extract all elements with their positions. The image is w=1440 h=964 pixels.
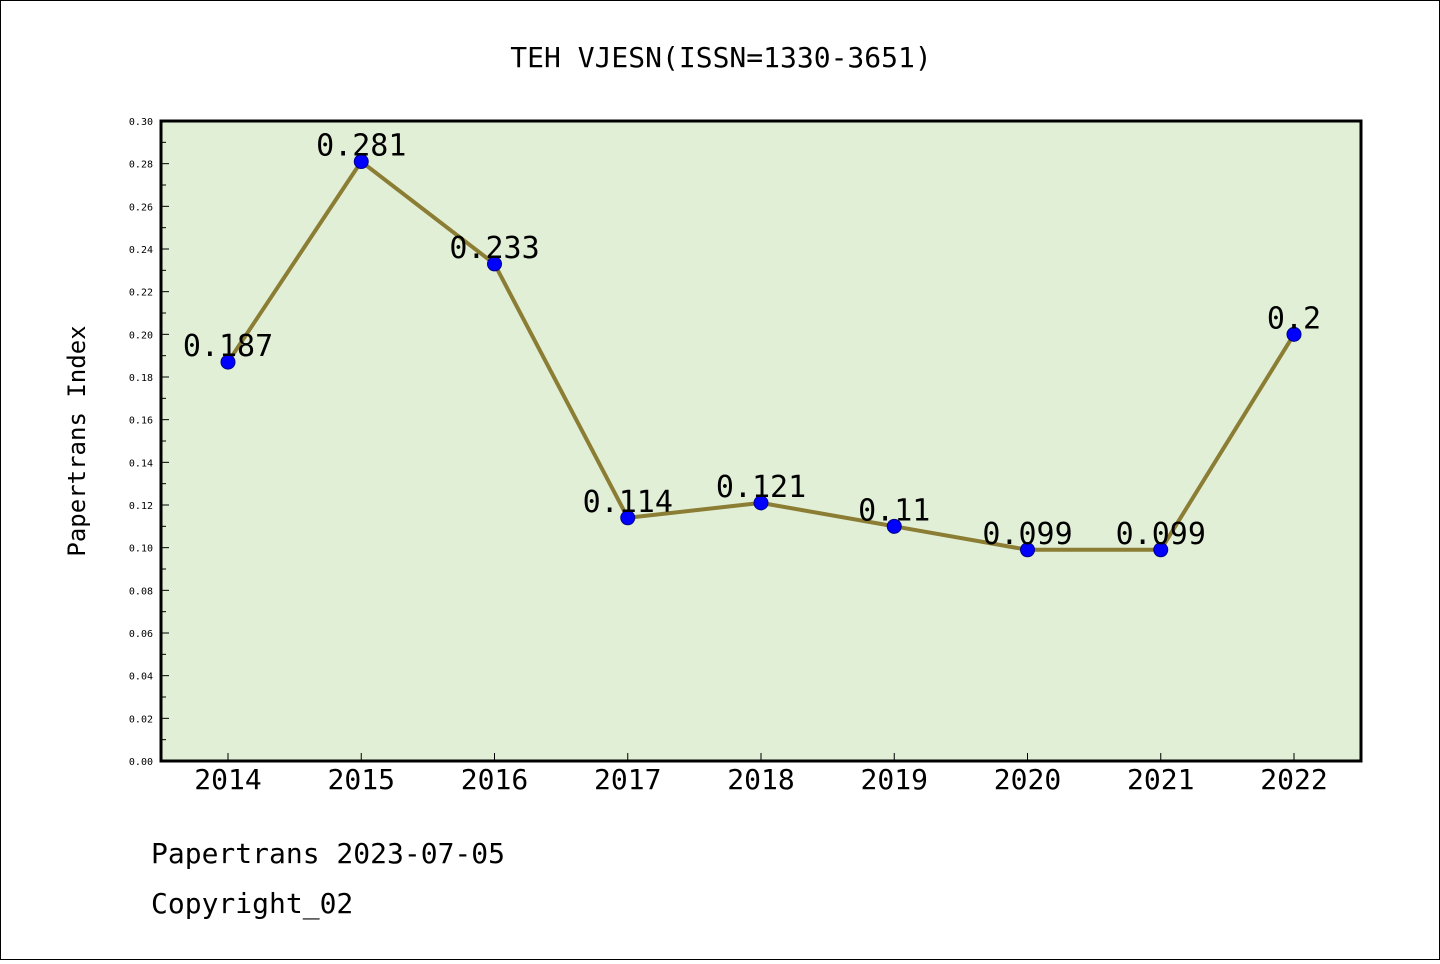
y-tick-label: 0.14 [129,458,153,469]
footer-copyright: Copyright_02 [151,887,354,920]
x-tick-label: 2017 [594,763,661,796]
x-tick-label: 2014 [194,763,261,796]
data-label: 0.281 [316,129,406,164]
data-label: 0.187 [183,329,273,364]
data-label: 0.114 [583,485,673,520]
data-point [1153,542,1169,558]
data-label: 0.2 [1267,301,1321,336]
x-tick-label: 2016 [461,763,528,796]
y-tick-label: 0.28 [129,160,153,171]
y-tick-label: 0.26 [129,202,153,213]
x-tick-label: 2021 [1127,763,1194,796]
data-label: 0.233 [449,231,539,266]
x-tick-label: 2019 [861,763,928,796]
data-point [353,154,369,170]
y-tick-label: 0.02 [129,714,153,725]
data-point [487,256,502,272]
y-tick-label: 0.22 [129,288,153,299]
data-label: 0.099 [1116,517,1206,552]
y-tick-label: 0.04 [129,672,153,683]
y-tick-label: 0.06 [129,629,153,640]
data-point [1020,542,1035,558]
data-point [753,495,769,511]
chart-title: TEH VJESN(ISSN=1330-3651) [510,41,931,74]
y-tick-label: 0.00 [129,757,153,768]
y-tick-label: 0.16 [129,416,153,427]
data-label: 0.11 [858,493,930,528]
y-tick-label: 0.10 [129,544,153,555]
x-tick-label: 2020 [994,763,1061,796]
x-tick-label: 2018 [727,763,794,796]
data-point [886,518,902,534]
data-point [220,354,236,370]
x-tick-label: 2022 [1260,763,1327,796]
y-tick-label: 0.08 [129,586,153,597]
y-tick-label: 0.12 [129,501,153,512]
data-label: 0.121 [716,470,806,505]
y-tick-label: 0.20 [129,330,153,341]
data-point [1286,326,1302,342]
data-label: 0.099 [982,517,1072,552]
x-tick-label: 2015 [328,763,395,796]
plot-area [161,121,1361,761]
data-point [620,510,636,526]
y-tick-label: 0.30 [129,117,153,128]
y-axis-label: Papertrans Index [63,325,91,556]
y-tick-label: 0.24 [129,245,153,256]
y-tick-label: 0.18 [129,373,153,384]
footer-date: Papertrans 2023-07-05 [151,837,506,870]
plot-border [159,119,1363,763]
